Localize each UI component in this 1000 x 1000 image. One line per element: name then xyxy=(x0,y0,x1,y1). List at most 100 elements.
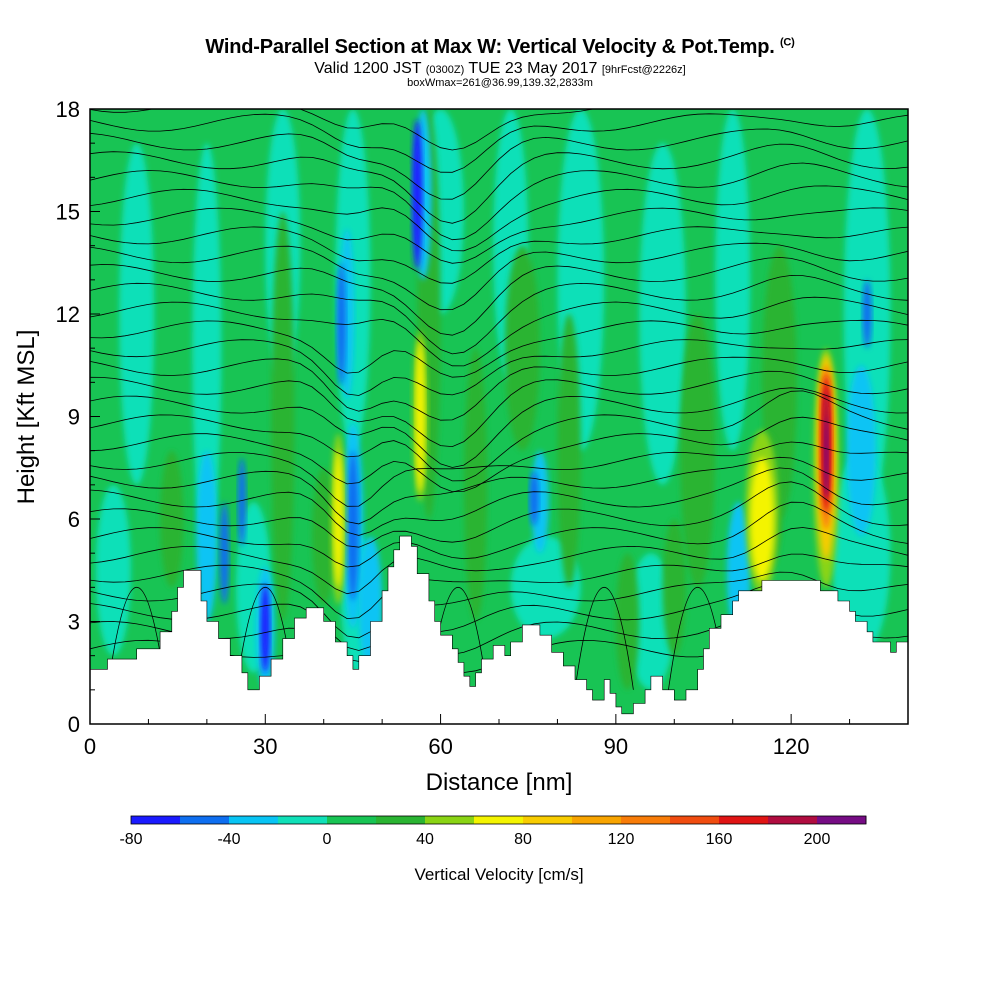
velocity-cell xyxy=(160,450,184,588)
y-axis: 0 3 6 9 12 15 18 xyxy=(56,97,100,737)
y-tick-label: 18 xyxy=(56,97,80,122)
isentrope-line xyxy=(90,467,908,536)
box-info: boxWmax=261@36.99,139.32,2833m xyxy=(407,77,593,89)
plot-area xyxy=(90,109,908,724)
valid-prefix: Valid 1200 JST xyxy=(314,60,422,77)
isentrope-line xyxy=(90,527,908,595)
colorbar-swatch xyxy=(278,816,328,824)
valid-date: TUE 23 May 2017 xyxy=(468,60,598,77)
isentrope-line xyxy=(90,339,908,396)
x-tick-label: 90 xyxy=(604,734,628,759)
colorbar-swatch xyxy=(817,816,867,824)
y-axis-label: Height [Kft MSL] xyxy=(13,330,40,505)
velocity-cell xyxy=(627,553,675,690)
y-tick-label: 12 xyxy=(56,302,80,327)
velocity-cell xyxy=(415,341,425,492)
colorbar-swatch xyxy=(474,816,524,824)
velocity-cell xyxy=(237,457,247,547)
velocity-cell xyxy=(192,143,222,554)
isentrope-line xyxy=(90,242,908,311)
isentrope-line xyxy=(90,553,908,620)
colorbar-tick-label: -40 xyxy=(217,831,240,848)
colorbar-swatch xyxy=(131,816,181,824)
velocity-cell xyxy=(333,450,343,588)
potential-temperature-contours xyxy=(90,109,908,690)
isentrope-line xyxy=(90,481,908,548)
velocity-cell xyxy=(824,416,828,499)
velocity-cell xyxy=(312,467,336,605)
y-tick-label: 3 xyxy=(68,610,80,635)
isentrope-line xyxy=(90,319,908,378)
isentrope-line xyxy=(90,207,908,264)
isentrope-line xyxy=(90,109,595,151)
velocity-cell xyxy=(504,245,540,451)
velocity-cell xyxy=(862,279,872,349)
isentrope-line xyxy=(107,586,167,690)
chart-title: Wind-Parallel Section at Max W: Vertical… xyxy=(0,36,1000,59)
velocity-cell xyxy=(557,314,581,588)
valid-time-line: Valid 1200 JST (0300Z) TUE 23 May 2017 [… xyxy=(0,60,1000,78)
colorbar-swatch xyxy=(523,816,573,824)
velocity-cell xyxy=(219,501,230,605)
isentrope-line xyxy=(90,356,908,421)
isentrope-line xyxy=(90,256,908,336)
colorbar-tick-label: 40 xyxy=(416,831,434,848)
x-axis: 0 30 60 90 120 xyxy=(84,714,851,759)
isentrope-line xyxy=(90,185,908,252)
colorbar-swatch xyxy=(768,816,818,824)
x-axis-label: Distance [nm] xyxy=(426,769,573,796)
velocity-cell xyxy=(271,211,295,622)
colorbar-tick-label: 0 xyxy=(323,831,332,848)
x-tick-label: 60 xyxy=(428,734,452,759)
velocity-cell xyxy=(846,365,876,537)
colorbar-swatch xyxy=(376,816,426,824)
colorbar-swatch xyxy=(180,816,230,824)
colorbar-tick-label: 120 xyxy=(608,831,635,848)
copyright-mark: (C) xyxy=(779,36,795,49)
colorbar-title: Vertical Velocity [cm/s] xyxy=(414,865,583,884)
isentrope-line xyxy=(90,162,908,241)
velocity-cell xyxy=(260,583,270,673)
colorbar-swatch xyxy=(621,816,671,824)
isentrope-line xyxy=(90,441,908,507)
isentrope-line xyxy=(574,586,634,690)
isentrope-line xyxy=(90,416,908,493)
x-tick-label: 120 xyxy=(773,734,810,759)
velocity-cell xyxy=(347,450,359,601)
velocity-cell xyxy=(411,119,423,270)
colorbar-swatch xyxy=(425,816,475,824)
colorbar-tick-label: 80 xyxy=(514,831,532,848)
isentrope-line xyxy=(90,387,908,468)
x-tick-label: 30 xyxy=(253,734,277,759)
terrain xyxy=(90,535,908,724)
y-tick-label: 15 xyxy=(56,200,80,225)
colorbar-tick-label: 160 xyxy=(706,831,733,848)
isentrope-line xyxy=(90,390,908,482)
y-tick-label: 6 xyxy=(68,507,80,532)
velocity-cell xyxy=(119,143,155,485)
velocity-cell xyxy=(196,450,218,622)
isentrope-line xyxy=(90,143,908,224)
colorbar-tick-label: 200 xyxy=(804,831,831,848)
colorbar-swatch xyxy=(327,816,377,824)
velocity-cell xyxy=(95,484,131,656)
isentrope-line xyxy=(90,128,908,200)
colorbar-swatch xyxy=(719,816,769,824)
x-tick-label: 0 xyxy=(84,734,96,759)
velocity-cell xyxy=(680,314,716,588)
colorbar: -80 -40 0 40 80 120 160 200 xyxy=(119,815,867,848)
colorbar-swatch xyxy=(670,816,720,824)
velocity-cell xyxy=(715,109,751,451)
forecast-info: [9hrFcst@2226z] xyxy=(601,64,686,76)
velocity-cell xyxy=(615,553,640,690)
isentrope-line xyxy=(90,226,908,284)
isentrope-line xyxy=(90,501,908,568)
colorbar-tick-label: -80 xyxy=(119,831,142,848)
y-tick-label: 0 xyxy=(68,712,80,737)
isentrope-line xyxy=(90,571,908,639)
isentrope-line xyxy=(90,274,908,355)
isentrope-line xyxy=(90,456,908,525)
velocity-cell xyxy=(463,348,488,622)
y-tick-label: 9 xyxy=(68,405,80,430)
